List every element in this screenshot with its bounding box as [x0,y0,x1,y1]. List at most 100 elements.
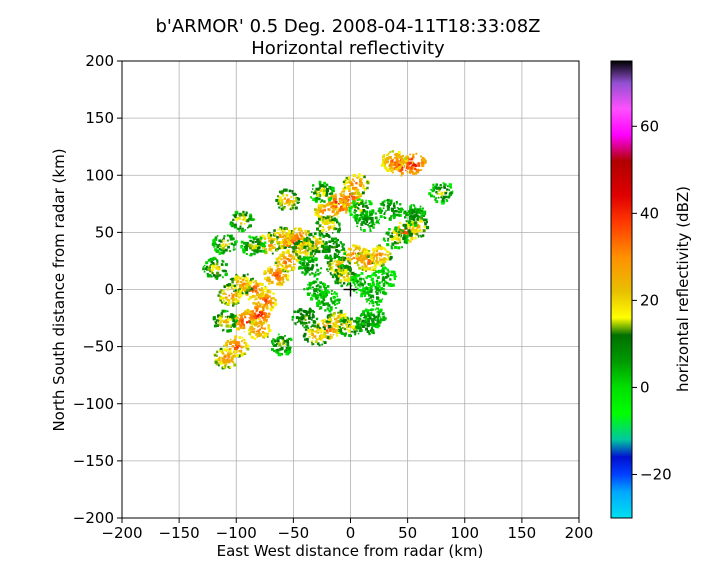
reflectivity-bin [417,171,420,173]
reflectivity-bin [349,213,353,216]
reflectivity-bin [339,309,343,313]
reflectivity-bin [364,254,368,258]
reflectivity-bin [250,313,253,316]
reflectivity-bin [364,248,368,252]
reflectivity-bin [404,165,406,167]
reflectivity-bin [329,254,332,257]
reflectivity-bin [264,286,268,290]
reflectivity-bin [296,242,298,245]
reflectivity-bin [298,244,301,247]
reflectivity-bin [370,220,373,223]
reflectivity-bin [300,242,302,245]
reflectivity-bin [356,279,359,283]
reflectivity-bin [232,318,234,320]
reflectivity-bin [353,211,355,213]
reflectivity-bin [226,234,229,237]
reflectivity-bin [228,294,231,297]
reflectivity-bin [245,279,248,282]
reflectivity-bin [368,210,372,214]
reflectivity-bin [327,314,331,318]
reflectivity-bin [322,303,326,306]
reflectivity-bin [329,309,332,312]
reflectivity-bin [370,314,373,316]
reflectivity-bin [325,230,327,233]
reflectivity-bin [374,212,377,215]
reflectivity-bin [361,174,364,177]
reflectivity-bin [266,316,269,319]
reflectivity-bin [372,280,375,283]
reflectivity-bin [406,165,409,168]
reflectivity-bin [356,190,359,193]
reflectivity-bin [236,213,239,215]
reflectivity-bin [366,321,368,324]
reflectivity-bin [353,276,356,279]
reflectivity-bin [367,318,370,322]
reflectivity-bin [234,350,237,353]
reflectivity-bin [398,166,401,170]
reflectivity-bin [329,306,333,310]
reflectivity-bin [370,308,373,312]
reflectivity-bin [251,218,254,221]
reflectivity-bin [282,339,286,343]
reflectivity-bin [444,191,447,195]
reflectivity-bin [274,303,277,307]
reflectivity-bin [236,299,240,303]
reflectivity-bin [278,348,281,350]
reflectivity-bin [224,362,228,366]
reflectivity-bin [294,206,298,210]
reflectivity-bin [337,244,340,247]
reflectivity-bin [314,257,318,261]
reflectivity-bin [315,337,317,339]
reflectivity-bin [232,288,234,290]
reflectivity-bin [253,312,257,316]
reflectivity-bin [253,252,256,256]
reflectivity-bin [299,227,302,231]
reflectivity-bin [323,331,325,334]
x-tick-label: 0 [346,524,356,542]
reflectivity-bin [229,350,232,353]
reflectivity-bin [294,263,296,266]
reflectivity-bin [331,257,334,260]
reflectivity-bin [324,250,328,254]
reflectivity-bin [285,240,287,243]
reflectivity-bin [328,316,331,319]
reflectivity-bin [370,299,374,303]
reflectivity-bin [354,219,358,222]
reflectivity-bin [332,295,336,299]
reflectivity-bin [401,230,404,232]
reflectivity-bin [311,265,314,268]
reflectivity-bin [410,167,413,170]
reflectivity-bin [304,250,307,253]
reflectivity-bin [344,180,348,184]
reflectivity-bin [352,244,356,248]
reflectivity-bin [444,195,447,198]
reflectivity-bin [375,279,379,283]
reflectivity-bin [232,304,235,307]
reflectivity-bin [303,242,306,245]
reflectivity-bin [331,328,333,331]
reflectivity-bin [219,349,222,352]
reflectivity-bin [354,286,357,288]
reflectivity-bin [404,216,407,219]
reflectivity-bin [222,245,225,247]
reflectivity-bin [268,233,271,237]
reflectivity-bin [311,244,315,248]
reflectivity-bin [214,360,218,364]
reflectivity-bin [323,216,326,219]
reflectivity-bin [355,325,359,329]
reflectivity-bin [245,253,248,255]
reflectivity-bin [342,193,345,196]
reflectivity-bin [224,243,228,247]
reflectivity-bin [250,315,254,319]
reflectivity-bin [264,251,268,255]
reflectivity-bin [381,312,385,316]
reflectivity-bin [253,337,257,340]
reflectivity-bin [212,317,216,321]
reflectivity-bin [278,235,281,238]
reflectivity-bin [256,246,259,250]
reflectivity-bin [263,293,265,296]
reflectivity-bin [290,239,293,241]
reflectivity-bin [313,324,317,328]
reflectivity-bin [410,224,413,227]
reflectivity-bin [331,210,335,214]
